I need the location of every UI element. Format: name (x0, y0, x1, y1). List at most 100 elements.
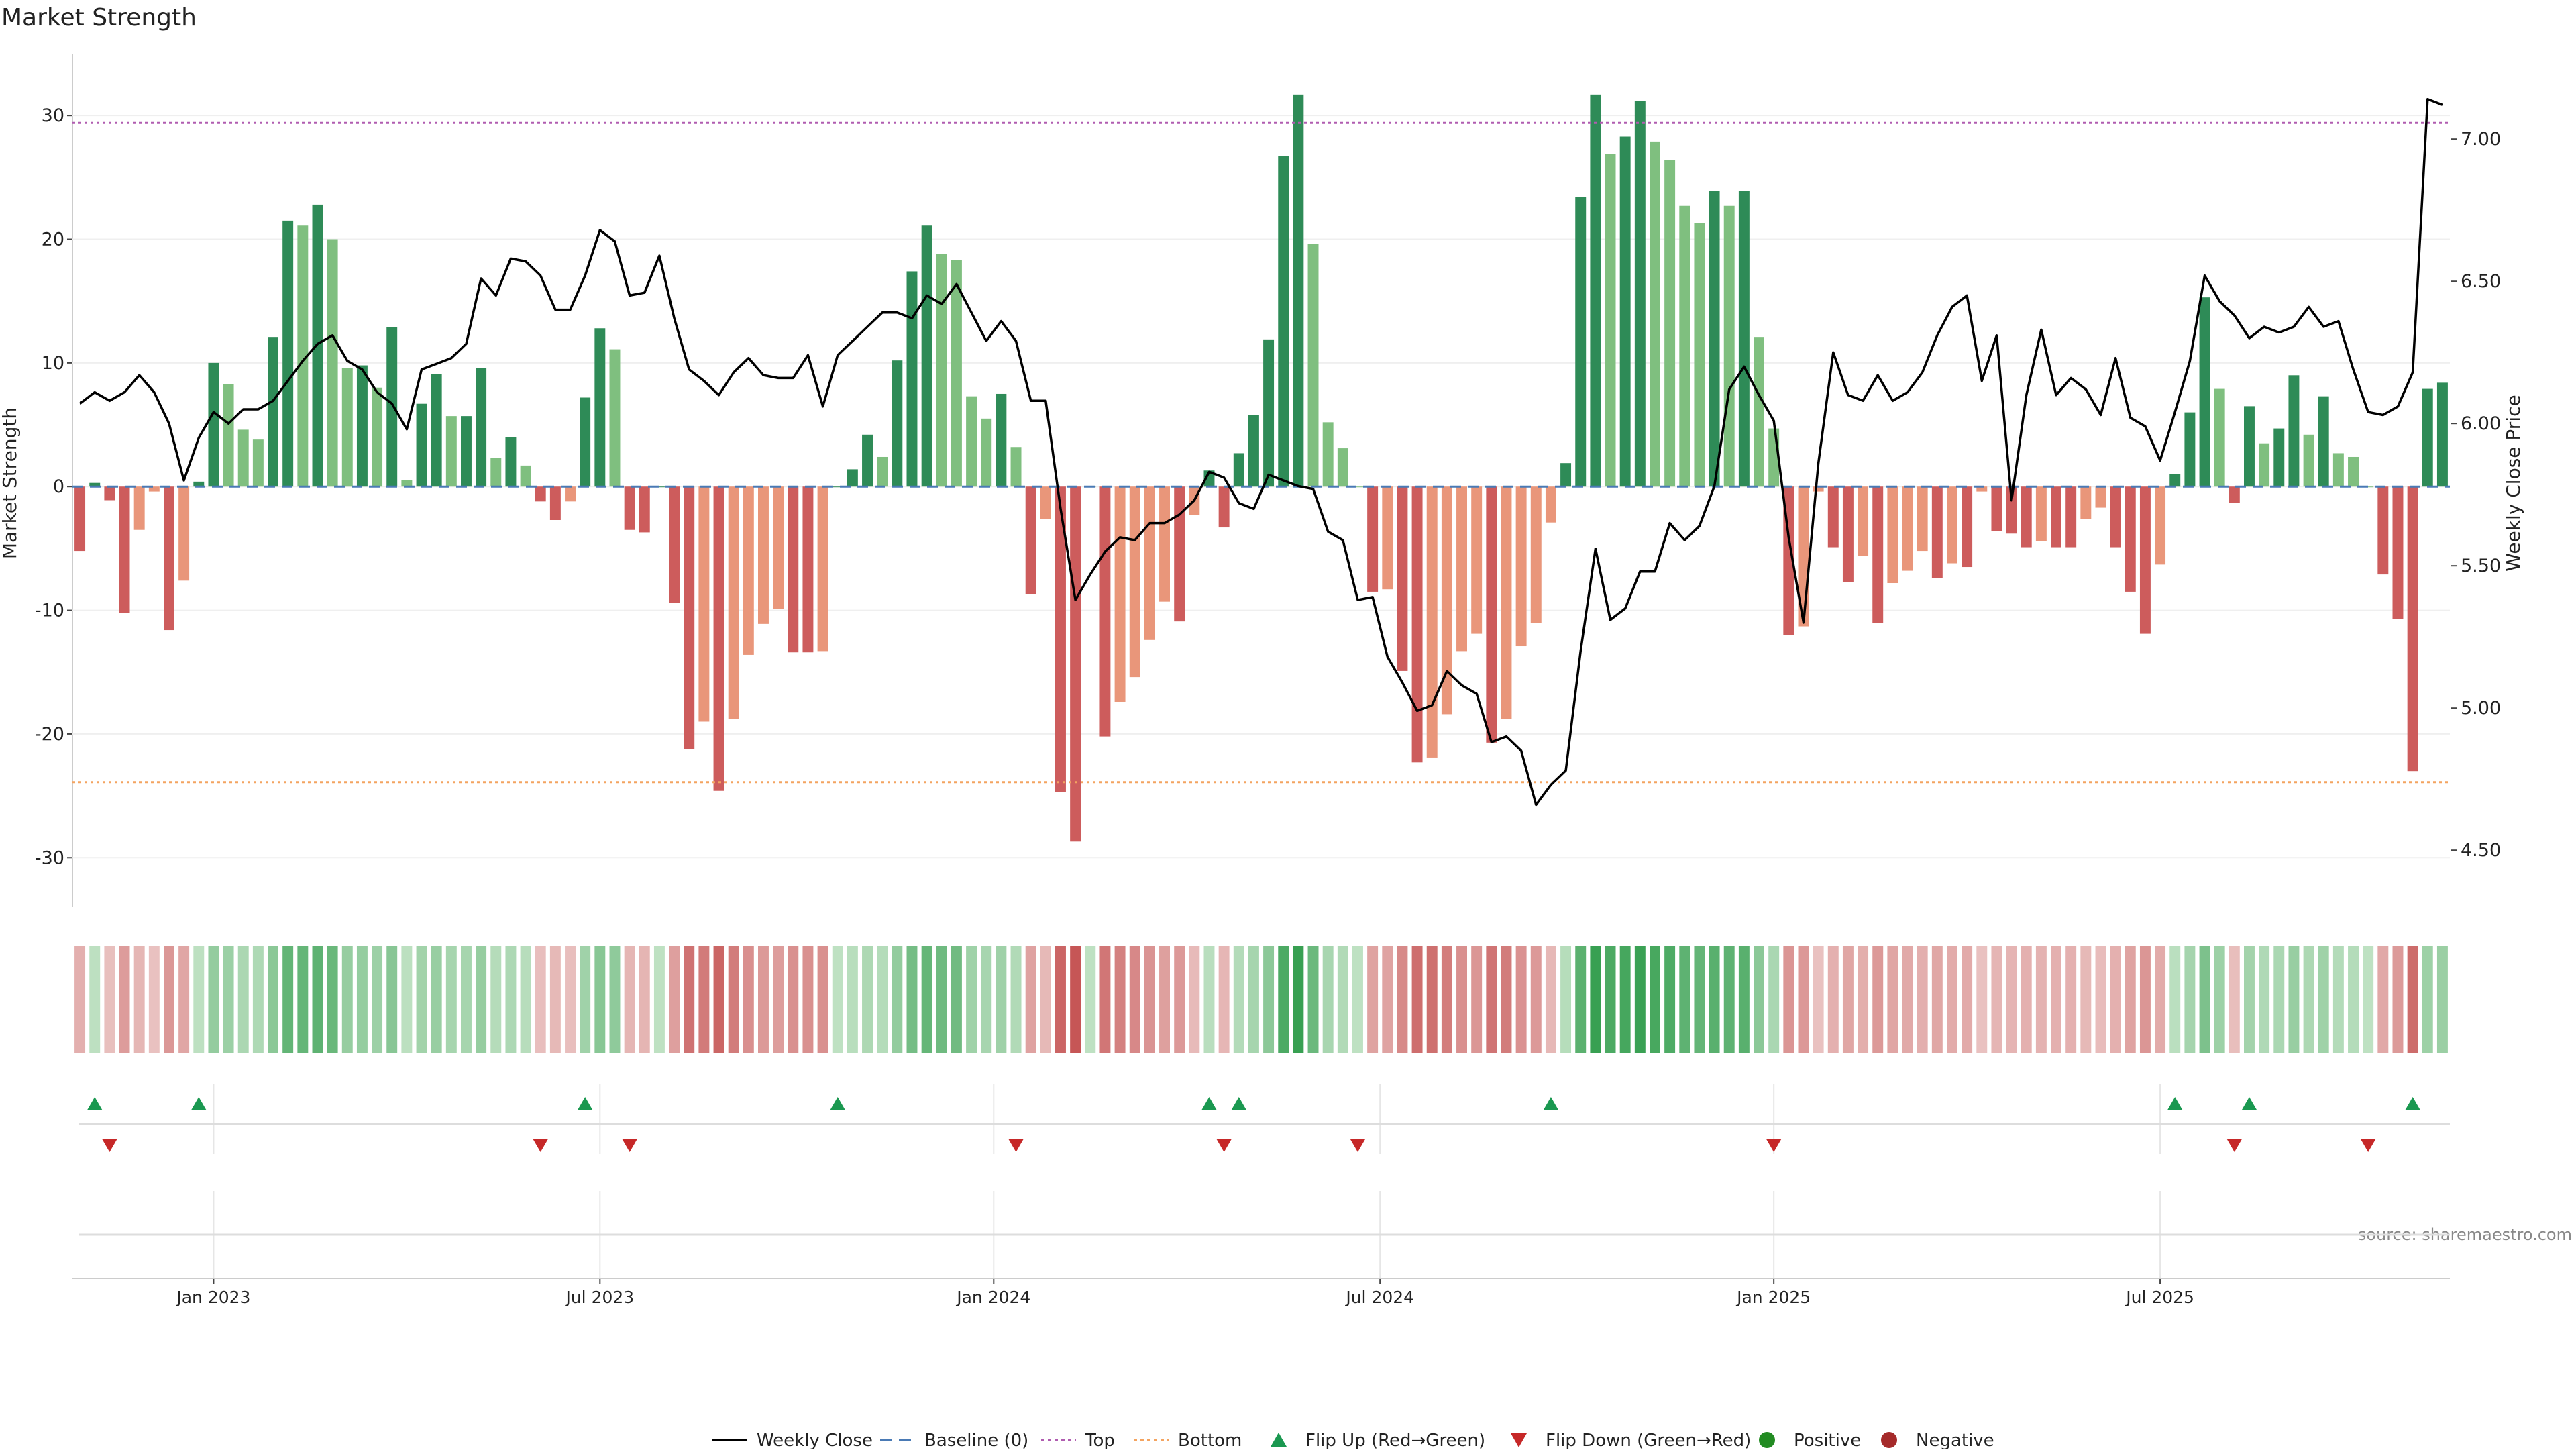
legend-label: Flip Up (Red→Green) (1305, 1431, 1485, 1449)
heat-strip-cell (2244, 946, 2255, 1053)
heat-strip-cell (1278, 946, 1289, 1053)
strength-bar (1962, 486, 1973, 568)
heat-strip-cell (2436, 946, 2448, 1053)
strength-bar (1530, 486, 1542, 623)
heat-strip-cell (996, 946, 1007, 1053)
strength-bar (1738, 191, 1750, 487)
strength-bar (2363, 486, 2374, 488)
strength-bar (1441, 486, 1452, 715)
heat-strip-cell (728, 946, 739, 1053)
heat-strip-cell (461, 946, 472, 1053)
flip-down-marker (1216, 1139, 1232, 1152)
strength-bar (1025, 486, 1036, 594)
strength-bar (1367, 486, 1379, 592)
heat-strip-cell (669, 946, 680, 1053)
heat-strip-cell (2035, 946, 2047, 1053)
heat-strip-cell (1723, 946, 1735, 1053)
strength-bar (2332, 453, 2344, 487)
heat-strip-cell (1545, 946, 1556, 1053)
legend-label: Top (1085, 1431, 1115, 1449)
strength-bar (639, 486, 650, 533)
heat-strip-cell (2229, 946, 2240, 1053)
strength-bar (1515, 486, 1527, 647)
heat-strip-cell (2392, 946, 2404, 1053)
heat-strip-cell (1887, 946, 1898, 1053)
strength-bar (832, 486, 843, 488)
heat-strip-cell (1129, 946, 1140, 1053)
strength-bar (862, 434, 873, 487)
strength-bar (1917, 486, 1928, 552)
strength-bar (164, 486, 174, 631)
strength-bar (1991, 486, 2002, 531)
heat-strip-cell (1575, 946, 1587, 1053)
heat-strip-cell (773, 946, 784, 1053)
strength-bar (966, 396, 977, 487)
heat-strip-cell (327, 946, 338, 1053)
strength-bar (223, 384, 234, 487)
strength-bar (2006, 486, 2017, 534)
heat-strip-cell (2214, 946, 2225, 1053)
strength-bar (653, 486, 665, 488)
strength-bar (817, 486, 828, 652)
strength-bar (1650, 141, 1660, 487)
strength-bar (2303, 434, 2314, 487)
legend-label: Weekly Close (757, 1431, 873, 1449)
heat-strip-cell (832, 946, 843, 1053)
heat-strip-cell (2095, 946, 2106, 1053)
strength-bar (535, 486, 546, 502)
strength-bar (2422, 388, 2433, 487)
strength-bar (609, 349, 621, 487)
heat-strip-cell (1501, 946, 1512, 1053)
strength-bar (1293, 94, 1304, 487)
heat-strip-cell (2080, 946, 2092, 1053)
strength-bar (2021, 486, 2032, 548)
flip-down-marker (1008, 1139, 1024, 1152)
heat-strip-cell (1070, 946, 1081, 1053)
heat-strip-cell (237, 946, 249, 1053)
strength-bar (356, 365, 368, 487)
strength-bar (416, 403, 427, 487)
heat-strip-cell (2065, 946, 2077, 1053)
heat-strip-cell (788, 946, 799, 1053)
heat-strip-cell (609, 946, 621, 1053)
heat-strip-cell (386, 946, 398, 1053)
y-tick-label: 10 (42, 353, 64, 374)
strength-bar (1129, 486, 1140, 678)
heat-strip-cell (565, 946, 576, 1053)
heat-strip-cell (282, 946, 294, 1053)
heat-strip-cell (847, 946, 858, 1053)
strength-bar (252, 439, 264, 487)
strength-bar (461, 416, 472, 487)
strength-bar (2199, 297, 2210, 487)
heat-strip-cell (1486, 946, 1497, 1053)
legend-label: Flip Down (Green→Red) (1546, 1431, 1751, 1449)
heat-strip-cell (1768, 946, 1780, 1053)
heat-strip-cell (639, 946, 650, 1053)
strength-bar (594, 328, 606, 487)
strength-bar (1560, 463, 1572, 487)
heat-strip-cell (1263, 946, 1275, 1053)
strength-bar (802, 486, 814, 653)
strength-bar (1976, 486, 1988, 492)
strength-bar (1723, 205, 1735, 487)
heat-strip-cell (520, 946, 531, 1053)
flip-up-marker (191, 1097, 207, 1110)
strength-bar (520, 465, 531, 487)
heat-strip-cell (193, 946, 205, 1053)
heat-strip-cell (817, 946, 828, 1053)
y-tick-label: 20 (42, 229, 64, 250)
heat-strip-cell (2051, 946, 2061, 1053)
strength-bar (1754, 337, 1764, 487)
heat-strip-cell (1456, 946, 1467, 1053)
heat-strip-cell (1040, 946, 1051, 1053)
strength-bar (2125, 486, 2136, 592)
flip-up-marker (2167, 1097, 2183, 1110)
strength-bar (2348, 456, 2359, 487)
strength-bar (237, 429, 249, 487)
x-tick-label: Jan 2024 (955, 1288, 1030, 1307)
heat-strip-cell (892, 946, 903, 1053)
y-right-tick-label: 5.00 (2461, 698, 2501, 719)
heat-strip-cell (1203, 946, 1215, 1053)
strength-bar (1099, 486, 1111, 737)
heat-strip-cell (1738, 946, 1750, 1053)
